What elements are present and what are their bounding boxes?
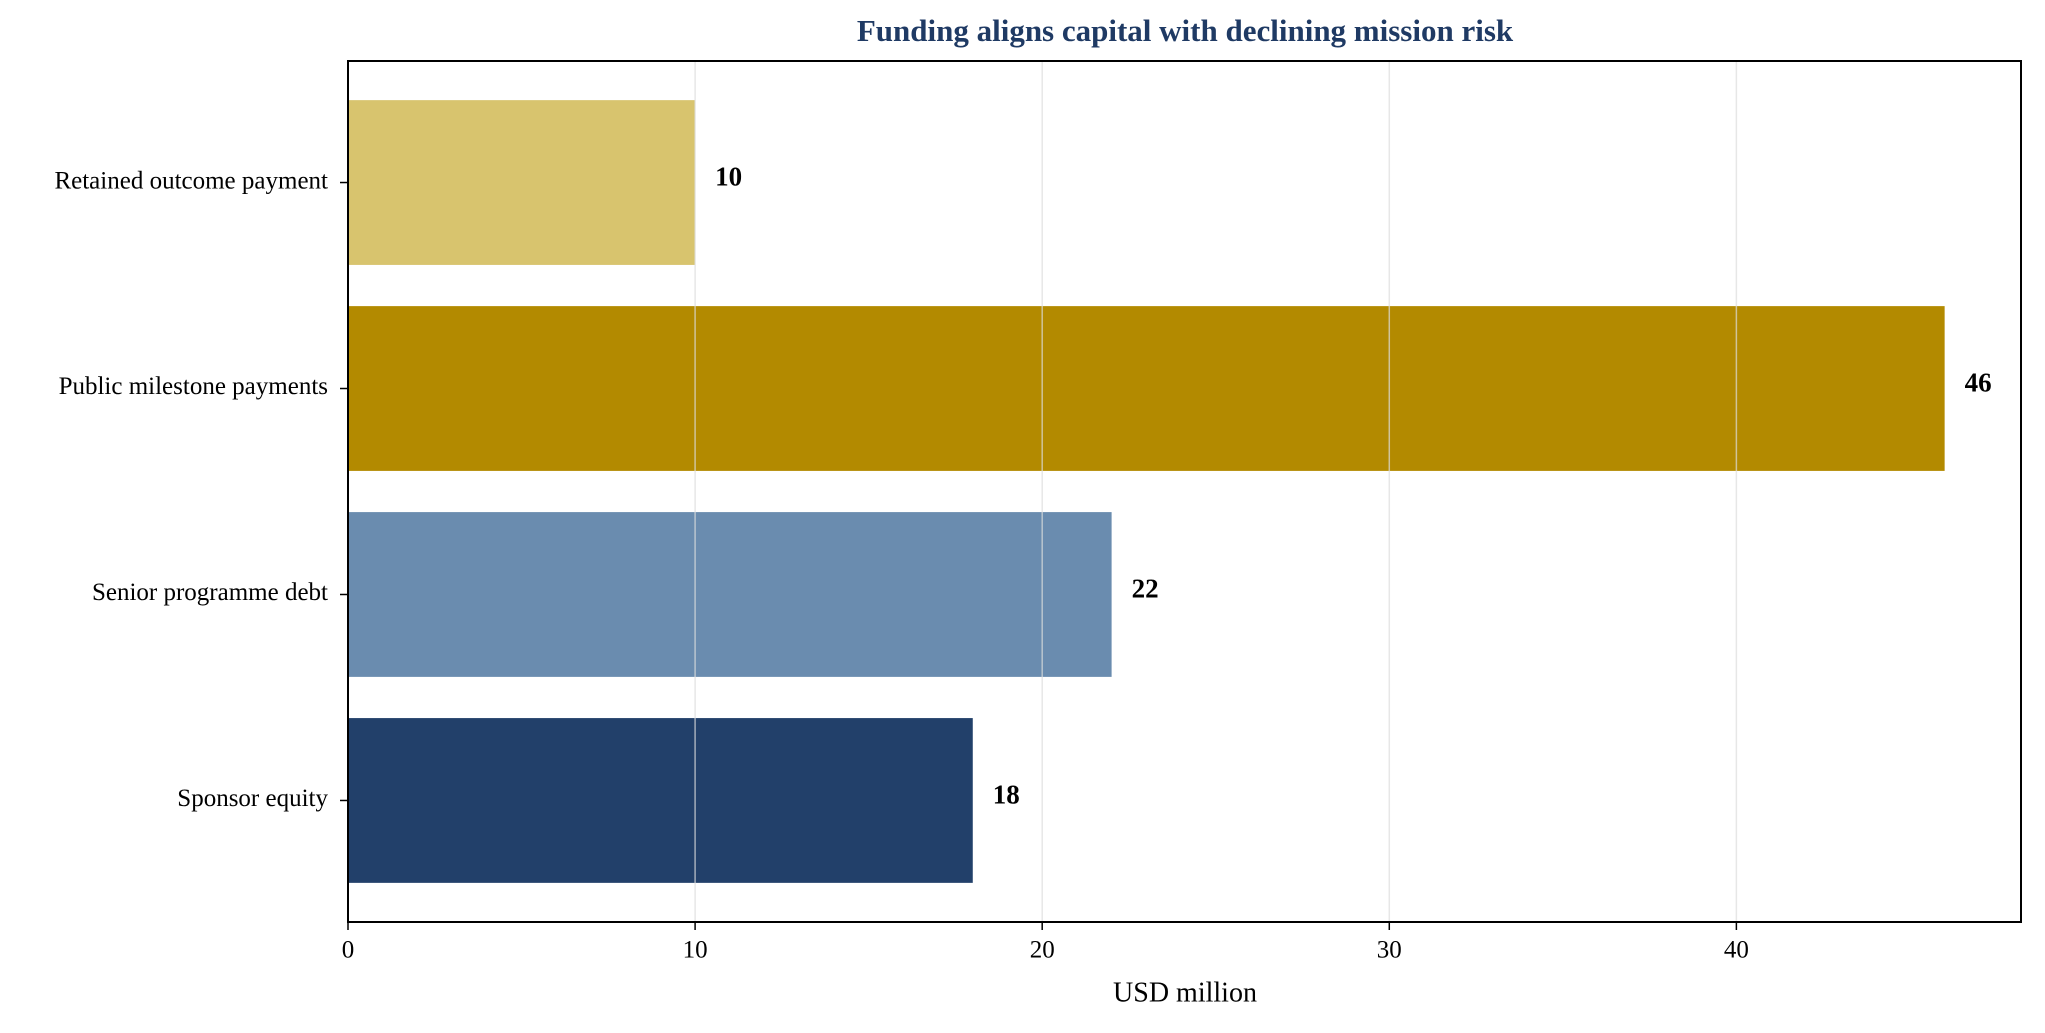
x-tick-label: 30 (1377, 937, 1402, 964)
x-tick-label: 40 (1724, 937, 1749, 964)
y-tick-label: Sponsor equity (177, 785, 328, 812)
value-label: 22 (1132, 574, 1159, 604)
plot-frame (347, 60, 2022, 923)
bar (348, 718, 973, 883)
bar (348, 512, 1112, 677)
y-tick-label: Public milestone payments (59, 373, 328, 400)
x-tick-label: 20 (1030, 937, 1055, 964)
chart-title: Funding aligns capital with declining mi… (857, 13, 1514, 48)
y-tick-label: Senior programme debt (92, 579, 328, 606)
bar (348, 306, 1945, 471)
value-label: 18 (993, 780, 1020, 810)
value-label: 10 (715, 162, 742, 192)
bar (348, 100, 696, 265)
x-tick-label: 10 (683, 937, 708, 964)
x-tick-label: 0 (342, 937, 355, 964)
value-label: 46 (1965, 368, 1992, 398)
x-axis-label: USD million (1113, 977, 1257, 1008)
y-tick-label: Retained outcome payment (54, 167, 328, 194)
